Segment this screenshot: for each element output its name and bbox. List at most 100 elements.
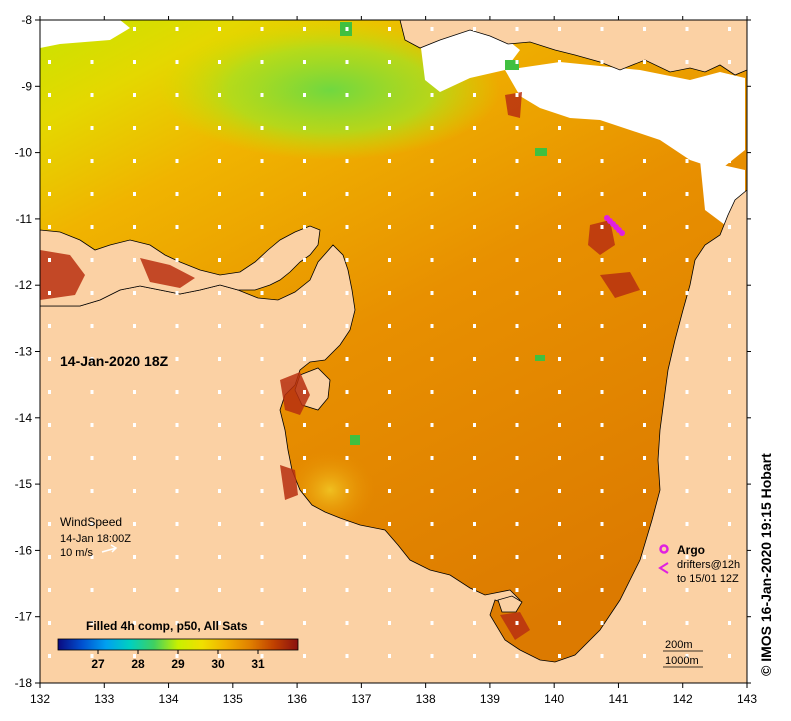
wind-mark — [685, 489, 689, 493]
wind-mark — [515, 126, 519, 130]
wind-mark — [473, 126, 476, 130]
colorbar-tick-label: 30 — [211, 657, 225, 671]
wind-mark — [728, 60, 731, 64]
wind-mark — [643, 159, 646, 163]
wind-mark — [133, 423, 136, 427]
wind-mark — [515, 27, 519, 31]
lat-tick-label: -10 — [15, 146, 33, 160]
wind-mark — [388, 258, 391, 262]
wind-mark — [303, 159, 306, 163]
wind-mark — [345, 489, 349, 493]
wind-mark — [345, 423, 349, 427]
argo-legend-label: Argo — [677, 543, 705, 557]
wind-mark — [218, 192, 221, 196]
wind-mark — [133, 390, 136, 394]
wind-mark — [345, 555, 349, 559]
cape-york — [399, 19, 748, 76]
wind-mark — [515, 621, 519, 625]
wind-mark — [728, 192, 731, 196]
wind-mark — [643, 258, 646, 262]
wind-mark — [473, 555, 476, 559]
wind-mark — [303, 126, 306, 130]
wind-mark — [430, 126, 434, 130]
wind-mark — [133, 60, 136, 64]
wind-mark — [515, 225, 519, 229]
colorbar — [57, 638, 299, 651]
wind-mark — [430, 291, 434, 295]
wind-mark — [218, 60, 221, 64]
wind-mark — [48, 258, 51, 262]
wind-mark — [473, 225, 476, 229]
wind-mark — [175, 588, 179, 592]
wind-mark — [685, 588, 689, 592]
wind-mark — [685, 258, 689, 262]
wind-mark — [643, 621, 646, 625]
wind-mark — [388, 423, 391, 427]
wind-mark — [303, 489, 306, 493]
wind-mark — [175, 27, 179, 31]
wind-mark — [345, 126, 349, 130]
wind-mark — [643, 555, 646, 559]
wind-mark — [685, 27, 689, 31]
wind-mark — [260, 27, 264, 31]
wind-mark — [558, 522, 561, 526]
wind-mark — [133, 225, 136, 229]
lat-tick-label: -16 — [15, 543, 33, 557]
wind-mark — [600, 126, 604, 130]
lon-tick-label: 138 — [416, 692, 436, 706]
wind-mark — [345, 291, 349, 295]
wind-mark — [685, 324, 689, 328]
wind-mark — [48, 357, 51, 361]
wind-mark — [345, 60, 349, 64]
wind-mark — [600, 93, 604, 97]
wind-mark — [388, 522, 391, 526]
wind-mark — [728, 621, 731, 625]
wind-mark — [303, 390, 306, 394]
wind-mark — [600, 324, 604, 328]
wind-mark — [643, 27, 646, 31]
wind-mark — [48, 456, 51, 460]
wind-mark — [600, 456, 604, 460]
wind-mark — [473, 159, 476, 163]
wind-mark — [48, 489, 51, 493]
wind-mark — [388, 555, 391, 559]
wind-mark — [133, 522, 136, 526]
wind-mark — [473, 390, 476, 394]
wind-mark — [515, 423, 519, 427]
wind-mark — [218, 159, 221, 163]
wind-mark — [303, 588, 306, 592]
wind-mark — [685, 159, 689, 163]
wind-mark — [473, 456, 476, 460]
wind-mark — [90, 489, 94, 493]
axis-ticks — [35, 16, 751, 688]
wind-mark — [600, 654, 604, 658]
wind-mark — [685, 291, 689, 295]
wind-mark — [175, 489, 179, 493]
wind-mark — [728, 456, 731, 460]
wind-mark — [473, 357, 476, 361]
wind-mark — [218, 654, 221, 658]
wind-mark — [600, 621, 604, 625]
isobath-1000-label: 1000m — [665, 655, 699, 667]
wind-mark — [345, 456, 349, 460]
wind-mark — [685, 93, 689, 97]
wind-mark — [685, 357, 689, 361]
wind-mark — [90, 324, 94, 328]
wind-mark — [430, 390, 434, 394]
wind-mark — [218, 588, 221, 592]
colorbar-tick-label: 29 — [171, 657, 185, 671]
wind-mark — [133, 159, 136, 163]
colorbar-tick-label: 27 — [91, 657, 105, 671]
wind-mark — [558, 27, 561, 31]
wind-mark — [345, 654, 349, 658]
wind-mark — [90, 27, 94, 31]
lat-tick-label: -12 — [15, 278, 33, 292]
wind-mark — [643, 423, 646, 427]
wind-mark — [303, 60, 306, 64]
wind-mark — [430, 522, 434, 526]
isobath-200-label: 200m — [665, 639, 693, 651]
wind-mark — [303, 555, 306, 559]
wind-mark — [643, 588, 646, 592]
colorbar-tick-label: 31 — [251, 657, 265, 671]
wind-mark — [515, 258, 519, 262]
